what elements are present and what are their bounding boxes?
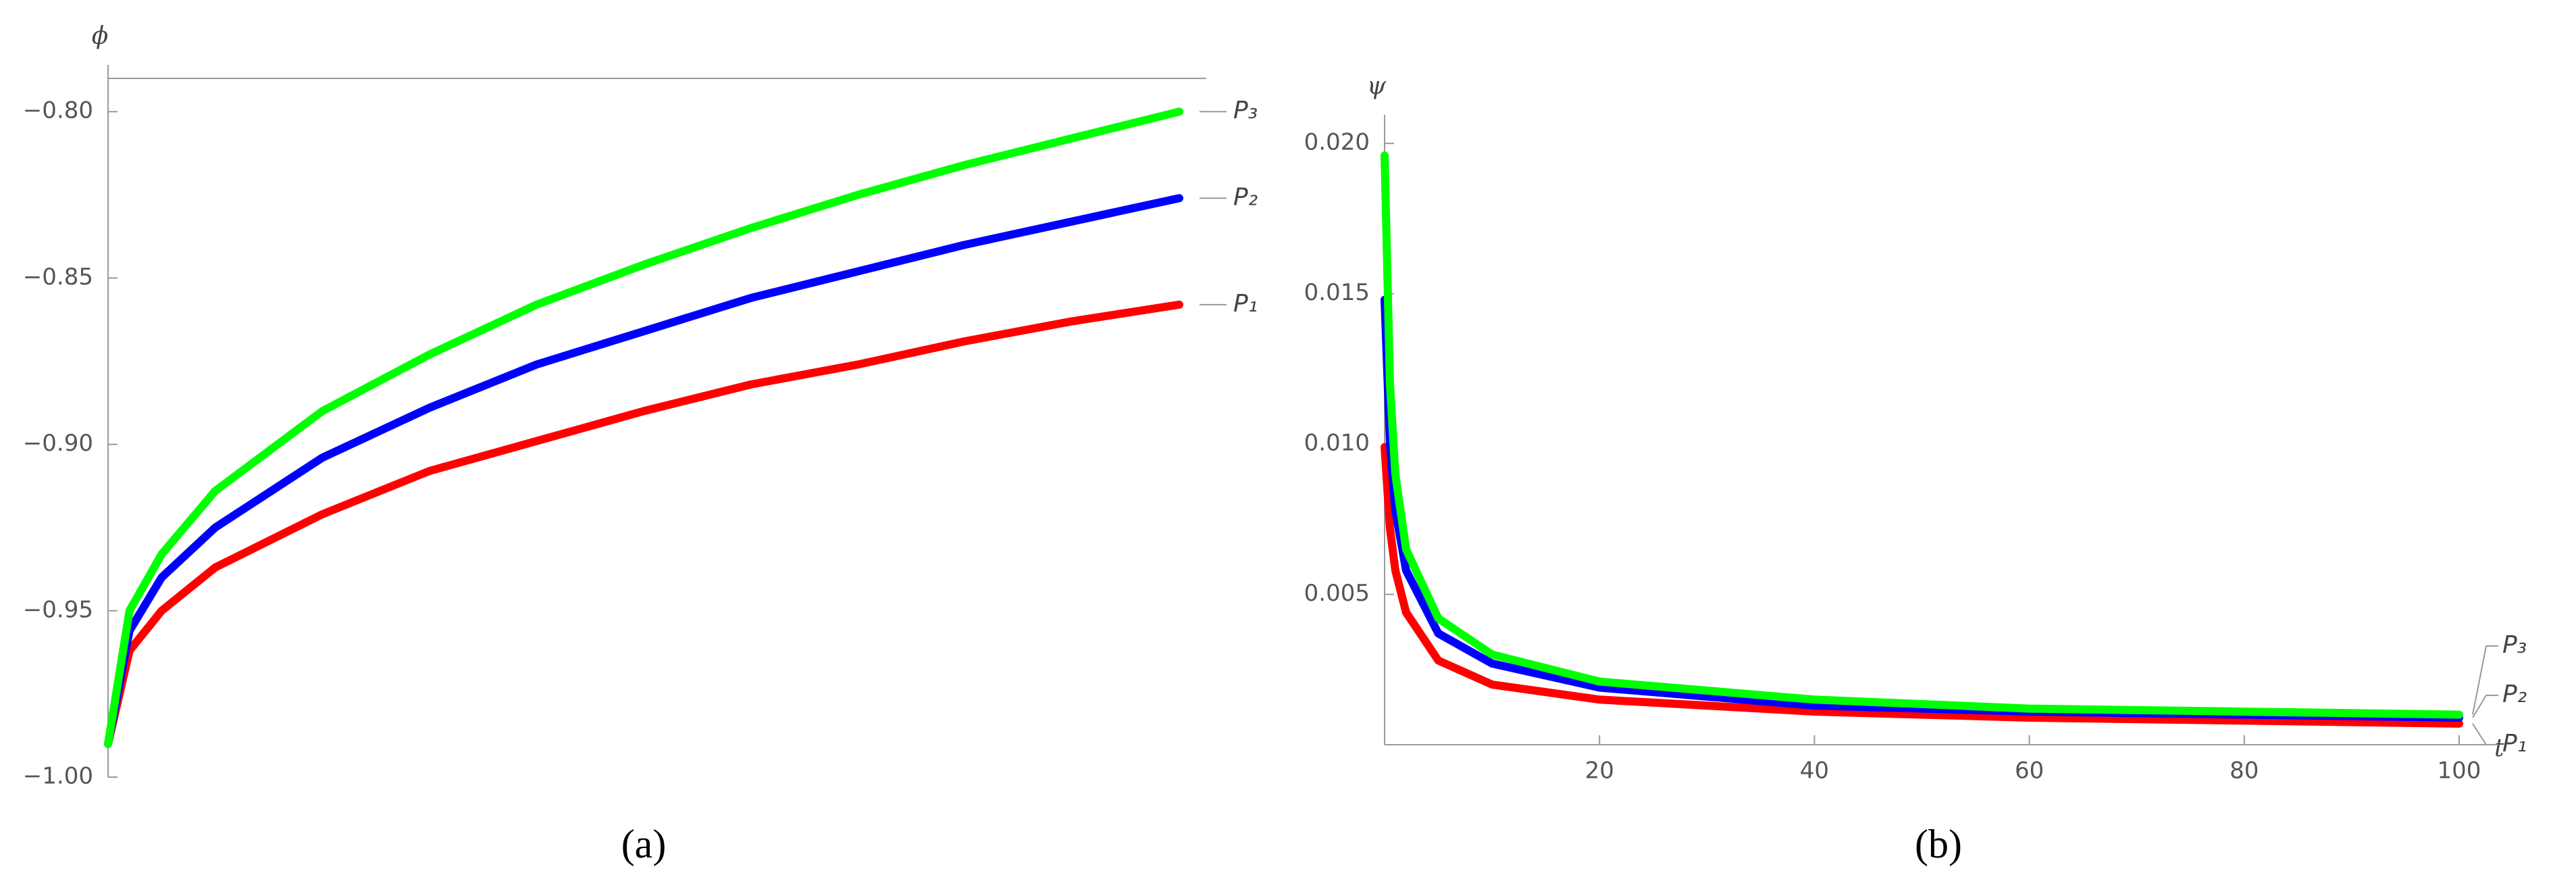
legend-label: P₁ — [1233, 290, 1258, 318]
y-tick-label: 0.020 — [1304, 129, 1370, 156]
legend-leader — [2472, 723, 2498, 745]
series-line — [1381, 295, 2463, 722]
y-tick-label: 0.005 — [1304, 580, 1370, 607]
y-tick-label: −1.00 — [23, 763, 93, 790]
caption: (b) — [1915, 822, 1962, 866]
x-tick-label: 40 — [1800, 758, 1829, 785]
y-tick-label: −0.90 — [23, 430, 93, 457]
series-line — [104, 300, 1183, 748]
legend-label: P₃ — [2502, 631, 2527, 659]
legend-leader — [2472, 645, 2498, 715]
legend-leader — [2472, 695, 2498, 718]
series-line — [104, 194, 1183, 748]
series-line — [1381, 443, 2463, 728]
x-tick-label: 80 — [2230, 758, 2259, 785]
legend-label: P₁ — [2502, 730, 2527, 758]
series-line — [104, 107, 1183, 748]
x-tick-label: 20 — [1585, 758, 1614, 785]
x-tick-label: 100 — [2438, 758, 2481, 785]
legend-label: P₂ — [2502, 680, 2527, 708]
x-tick-label: 60 — [2015, 758, 2044, 785]
y-tick-label: −0.85 — [23, 264, 93, 291]
y-axis-label: ϕ — [92, 22, 109, 50]
y-axis-label: ψ — [1367, 72, 1387, 100]
y-tick-label: −0.95 — [23, 596, 93, 623]
caption: (a) — [621, 822, 667, 866]
y-tick-label: 0.015 — [1304, 279, 1370, 306]
y-tick-label: 0.010 — [1304, 430, 1370, 457]
legend-label: P₂ — [1233, 183, 1258, 211]
x-axis-label: t — [2494, 735, 2504, 762]
y-tick-label: −0.80 — [23, 97, 93, 124]
legend-label: P₃ — [1233, 97, 1258, 124]
series-line — [1381, 151, 2463, 719]
